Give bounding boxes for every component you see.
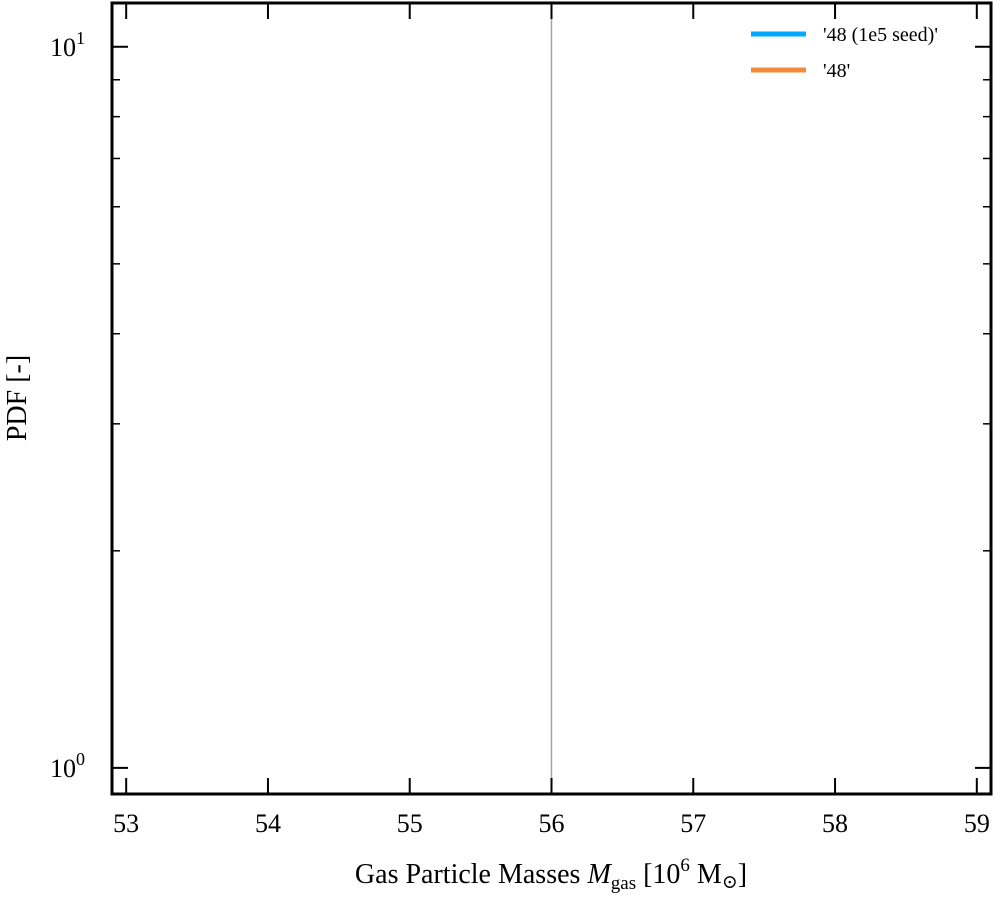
x-tick-label-0: 53	[113, 809, 139, 838]
x-axis-label: Gas Particle Masses Mgas [106 M⊙]	[355, 855, 747, 894]
x-tick-label-2: 55	[397, 809, 423, 838]
x-tick-label-4: 57	[680, 809, 706, 838]
x-tick-label-6: 59	[964, 809, 990, 838]
y-tick-label-1: 101	[50, 28, 85, 62]
legend-label-1: '48'	[823, 60, 850, 82]
y-tick-label-0: 100	[50, 749, 85, 783]
x-tick-label-5: 58	[822, 809, 848, 838]
x-tick-label-3: 56	[539, 809, 565, 838]
y-axis-label: PDF [-]	[2, 355, 33, 441]
legend: '48 (1e5 seed)' '48'	[751, 24, 938, 82]
plot-frame	[110, 1, 993, 796]
tick-labels: 53 54 55 56 57 58 59 100 101	[50, 28, 990, 838]
axis-ticks	[112, 3, 991, 794]
x-tick-label-1: 54	[255, 809, 281, 838]
legend-label-0: '48 (1e5 seed)'	[823, 24, 938, 46]
